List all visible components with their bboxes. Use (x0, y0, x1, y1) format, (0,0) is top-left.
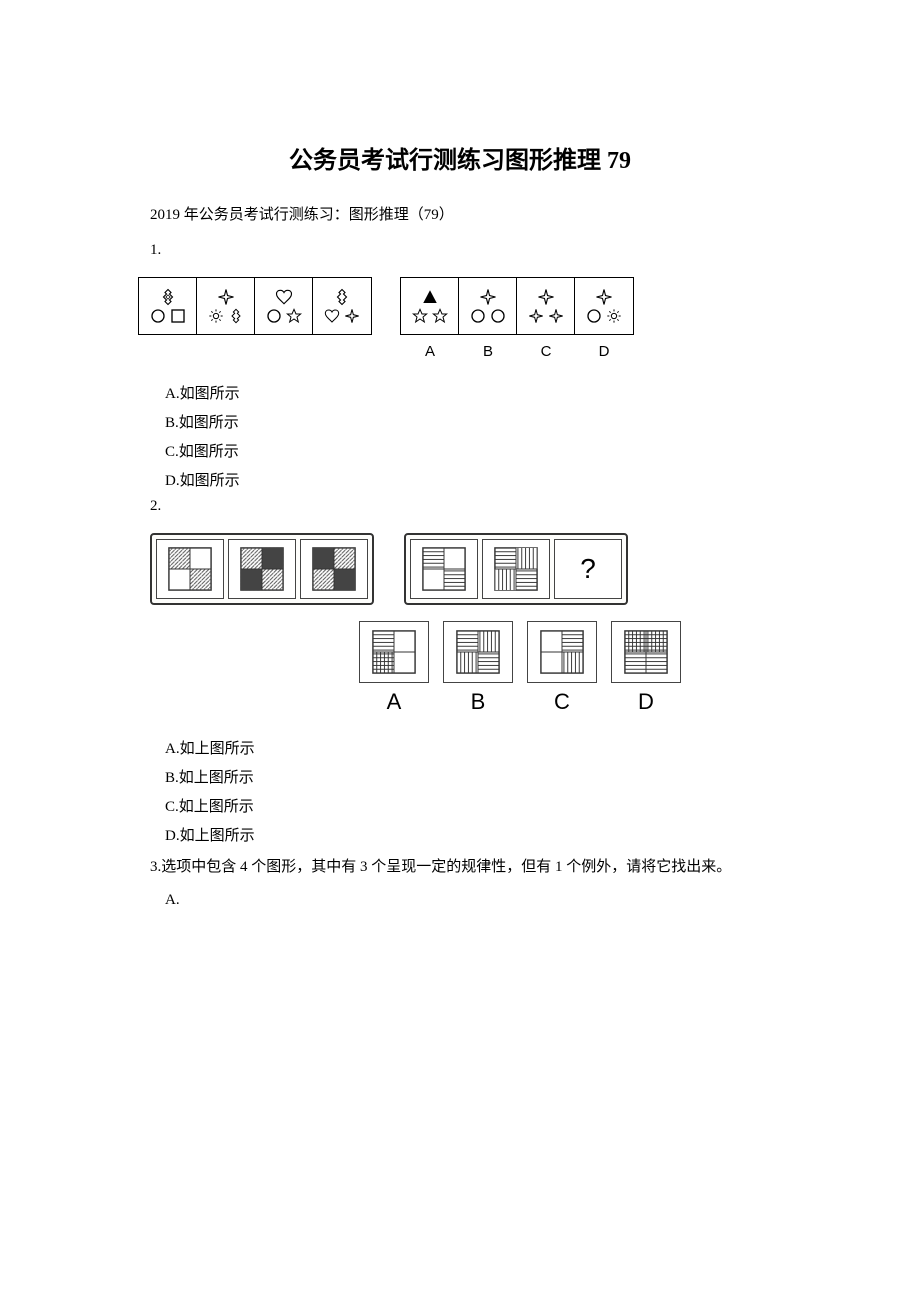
q1-option-d: D.如图所示 (120, 469, 800, 490)
q2-option-c: C.如上图所示 (120, 795, 800, 816)
q2-figure: ? A (150, 533, 800, 715)
star-icon (412, 308, 428, 324)
q1-cell-c (517, 278, 575, 334)
circle-icon (490, 308, 506, 324)
gear-icon (606, 308, 622, 324)
q2-label-b: B (471, 689, 486, 715)
q1-option-c: C.如图所示 (120, 440, 800, 461)
four-diamond-icon (333, 288, 351, 306)
q2-option-d: D.如上图所示 (120, 824, 800, 845)
q1-label-b: B (459, 343, 517, 360)
q1-option-b: B.如图所示 (120, 411, 800, 432)
page-title: 公务员考试行测练习图形推理 79 (120, 140, 800, 175)
gear-icon (208, 308, 224, 324)
q2-option-a-box: A (359, 621, 429, 715)
q1-cell-l2 (197, 278, 255, 334)
q2-left-3 (300, 539, 368, 599)
q2-right-1 (410, 539, 478, 599)
q1-option-a: A.如图所示 (120, 382, 800, 403)
q2-option-c-box: C (527, 621, 597, 715)
q2-option-b: B.如上图所示 (120, 766, 800, 787)
star4-icon (528, 308, 544, 324)
q1-cell-l4 (313, 278, 371, 334)
circle-icon (266, 308, 282, 324)
star4-icon (479, 288, 497, 306)
q1-right-group: A B C D (400, 277, 634, 360)
q2-option-a: A.如上图所示 (120, 737, 800, 758)
star-icon (432, 308, 448, 324)
q2-right-strip: ? (404, 533, 628, 605)
subtitle: 2019 年公务员考试行测练习：图形推理（79） (120, 203, 800, 224)
triangle-filled-icon (421, 288, 439, 306)
q1-label-d: D (575, 343, 633, 360)
four-diamond-icon (228, 308, 244, 324)
q1-option-labels: A B C D (401, 343, 633, 360)
star-icon (286, 308, 302, 324)
q2-label-a: A (387, 689, 402, 715)
q1-cell-b (459, 278, 517, 334)
q1-label-c: C (517, 343, 575, 360)
star4-icon (595, 288, 613, 306)
q2-left-strip (150, 533, 374, 605)
q2-left-2 (228, 539, 296, 599)
q2-right-2 (482, 539, 550, 599)
star4-icon (548, 308, 564, 324)
star4-icon (344, 308, 360, 324)
q2-left-1 (156, 539, 224, 599)
q3-text: 3.选项中包含 4 个图形，其中有 3 个呈现一定的规律性，但有 1 个例外，请… (120, 853, 800, 882)
q1-figure: A B C D (138, 277, 800, 360)
q1-cell-d (575, 278, 633, 334)
four-diamond-icon (159, 288, 177, 306)
q1-cell-a (401, 278, 459, 334)
q2-option-b-box: B (443, 621, 513, 715)
circle-icon (586, 308, 602, 324)
q2-number: 2. (120, 498, 800, 515)
q3-option-a: A. (120, 892, 800, 909)
heart-icon (324, 308, 340, 324)
heart-icon (275, 288, 293, 306)
circle-icon (150, 308, 166, 324)
star4-icon (537, 288, 555, 306)
q1-number: 1. (120, 242, 800, 259)
q1-left-group (138, 277, 372, 335)
q1-label-a: A (401, 343, 459, 360)
q2-option-d-box: D (611, 621, 681, 715)
star4-icon (217, 288, 235, 306)
q2-right-qmark: ? (554, 539, 622, 599)
q1-cell-l3 (255, 278, 313, 334)
square-icon (170, 308, 186, 324)
q2-label-d: D (638, 689, 654, 715)
q1-cell-l1 (139, 278, 197, 334)
circle-icon (470, 308, 486, 324)
q2-label-c: C (554, 689, 570, 715)
q2-options-row: A B (240, 621, 800, 715)
